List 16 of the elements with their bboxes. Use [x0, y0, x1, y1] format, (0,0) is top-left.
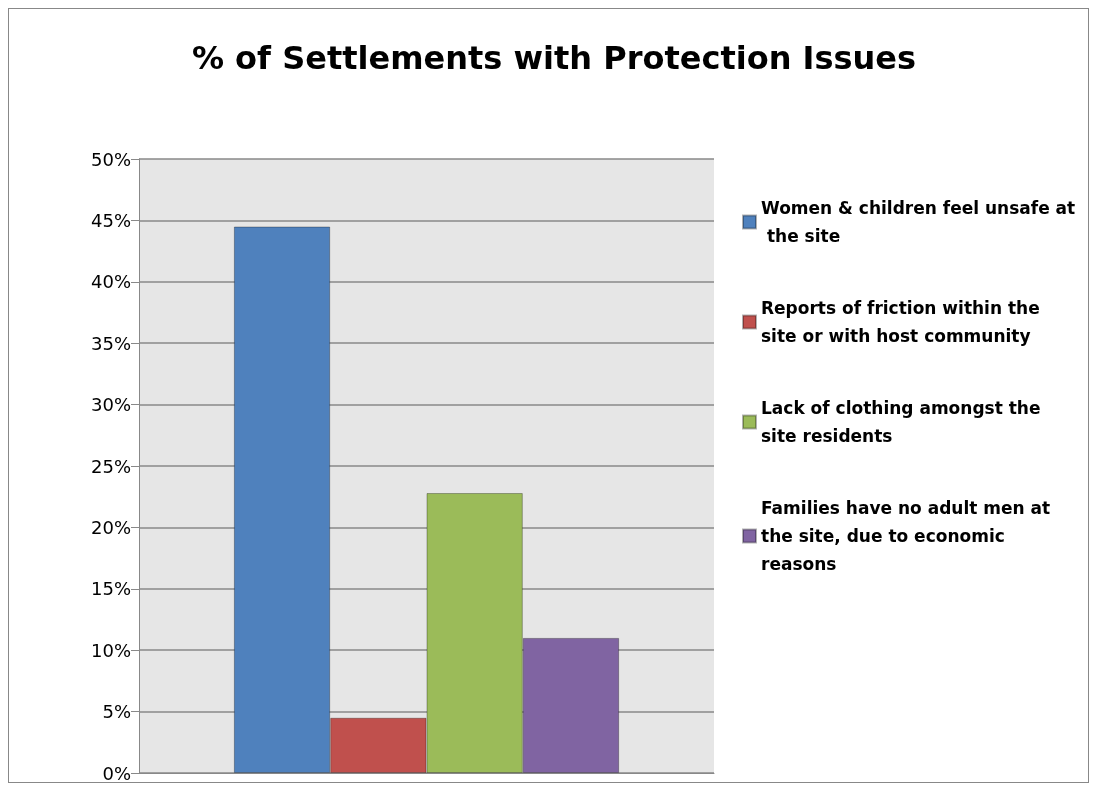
chart-title: % of Settlements with Protection Issues: [191, 39, 917, 77]
y-tick-label: 45%: [90, 209, 131, 231]
y-tick-label: 10%: [90, 639, 131, 661]
y-tick-label: 35%: [90, 332, 131, 354]
legend-label: Families have no adult men at the site, due to economic reasons: [761, 498, 1057, 574]
y-tick-label: 25%: [90, 455, 131, 477]
y-tick-label: 30%: [90, 394, 131, 416]
legend-label: Reports of friction within the site or with host community: [761, 298, 1046, 346]
y-tick-label: 50%: [90, 148, 131, 170]
y-tick-label: 15%: [90, 578, 131, 600]
y-tick-label: 40%: [90, 271, 131, 293]
y-tick-label: 0%: [102, 762, 131, 784]
y-tick-label: 5%: [102, 701, 131, 723]
y-tick-label: 20%: [90, 516, 131, 538]
legend-label: Lack of clothing amongst the site residents: [761, 398, 1047, 446]
legend-label: Women & children feel unsafe at the site: [761, 198, 1076, 246]
